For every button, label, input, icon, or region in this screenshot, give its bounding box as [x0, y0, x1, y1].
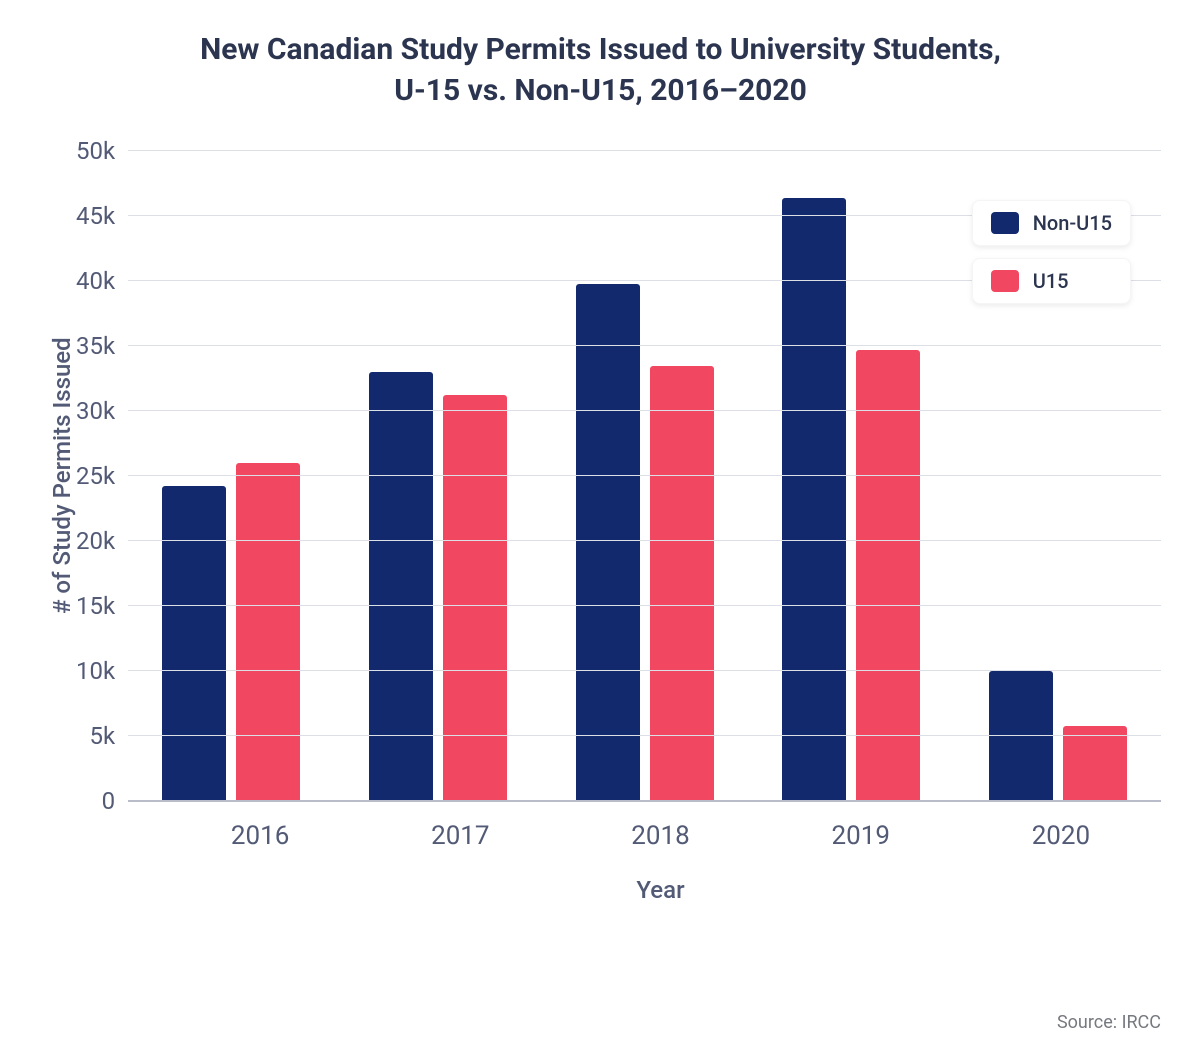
- gridline: [128, 605, 1161, 606]
- bar: [576, 284, 640, 801]
- bar-group: [782, 151, 920, 801]
- legend-swatch: [991, 270, 1019, 292]
- bar: [782, 198, 846, 801]
- gridline: [128, 540, 1161, 541]
- y-axis-label: # of Study Permits Issued: [40, 151, 76, 801]
- bar-group: [162, 151, 300, 801]
- chart-title-line2: U-15 vs. Non-U15, 2016–2020: [394, 73, 807, 108]
- legend-label: U15: [1033, 269, 1069, 293]
- x-tick-label: 2019: [761, 821, 961, 851]
- gridline: [128, 410, 1161, 411]
- legend-item: Non-U15: [972, 200, 1131, 246]
- bar: [369, 372, 433, 801]
- bar: [1063, 726, 1127, 801]
- legend-item: U15: [972, 258, 1131, 304]
- baseline: [128, 800, 1161, 802]
- legend: Non-U15 U15: [972, 200, 1131, 304]
- x-tick-label: 2017: [360, 821, 560, 851]
- bar-group: [369, 151, 507, 801]
- x-axis-ticks: 20162017201820192020: [160, 821, 1161, 851]
- bar: [856, 350, 920, 801]
- x-tick-label: 2018: [560, 821, 760, 851]
- x-axis-label: Year: [160, 876, 1161, 904]
- gridline: [128, 345, 1161, 346]
- y-axis-ticks: 50k45k40k35k30k25k20k15k10k5k0: [76, 151, 127, 801]
- bar-group: [576, 151, 714, 801]
- chart-title-line1: New Canadian Study Permits Issued to Uni…: [200, 32, 1001, 67]
- x-tick-label: 2016: [160, 821, 360, 851]
- legend-swatch: [991, 212, 1019, 234]
- chart-title: New Canadian Study Permits Issued to Uni…: [40, 30, 1161, 111]
- gridline: [128, 475, 1161, 476]
- x-tick-label: 2020: [961, 821, 1161, 851]
- bar: [989, 671, 1053, 801]
- bar: [443, 395, 507, 801]
- bar: [236, 463, 300, 801]
- source-attribution: Source: IRCC: [1057, 1012, 1161, 1033]
- gridline: [128, 735, 1161, 736]
- bar: [162, 486, 226, 801]
- gridline: [128, 670, 1161, 671]
- legend-label: Non-U15: [1033, 211, 1112, 235]
- gridline: [128, 150, 1161, 151]
- chart-container: New Canadian Study Permits Issued to Uni…: [0, 0, 1201, 1053]
